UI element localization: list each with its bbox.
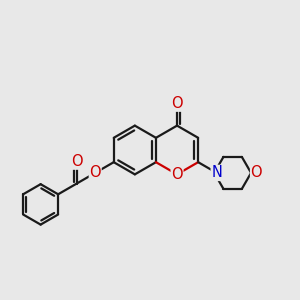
Text: O: O (250, 165, 262, 180)
Text: N: N (211, 165, 222, 180)
Text: O: O (89, 165, 101, 180)
Text: O: O (71, 154, 82, 169)
Text: O: O (171, 96, 183, 111)
Text: O: O (171, 167, 183, 182)
